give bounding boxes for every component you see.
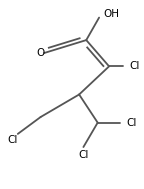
Text: O: O xyxy=(36,48,45,58)
Text: Cl: Cl xyxy=(78,149,89,160)
Text: Cl: Cl xyxy=(129,61,139,71)
Text: Cl: Cl xyxy=(126,118,137,128)
Text: OH: OH xyxy=(103,9,119,19)
Text: Cl: Cl xyxy=(7,135,17,145)
